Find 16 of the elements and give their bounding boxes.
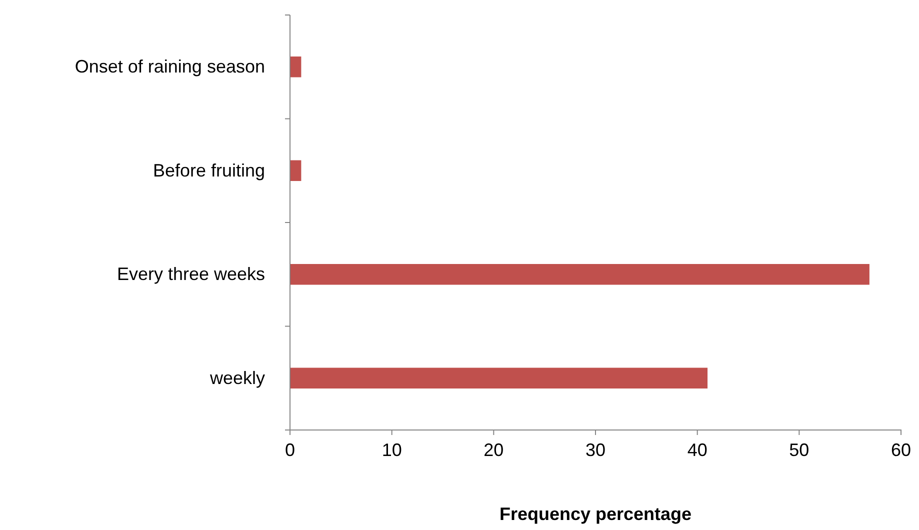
y-tick-label: Every three weeks — [116, 264, 265, 284]
y-tick-label: Onset of raining season — [74, 56, 265, 77]
bar — [290, 368, 708, 388]
x-axis-title: Frequency percentage — [499, 504, 692, 524]
x-tick-label: 0 — [284, 440, 296, 460]
y-tick-label: weekly — [208, 368, 265, 388]
bar — [290, 56, 302, 78]
x-tick-label: 20 — [484, 440, 504, 460]
x-tick-label: 60 — [890, 440, 912, 460]
bar — [290, 264, 870, 285]
x-tick-label: 10 — [382, 440, 402, 460]
y-tick-label: Before fruiting — [152, 160, 265, 180]
x-tick-label: 40 — [687, 440, 708, 460]
x-tick-label: 50 — [789, 440, 810, 460]
x-tick-label: 30 — [585, 440, 606, 460]
bar — [290, 160, 302, 181]
